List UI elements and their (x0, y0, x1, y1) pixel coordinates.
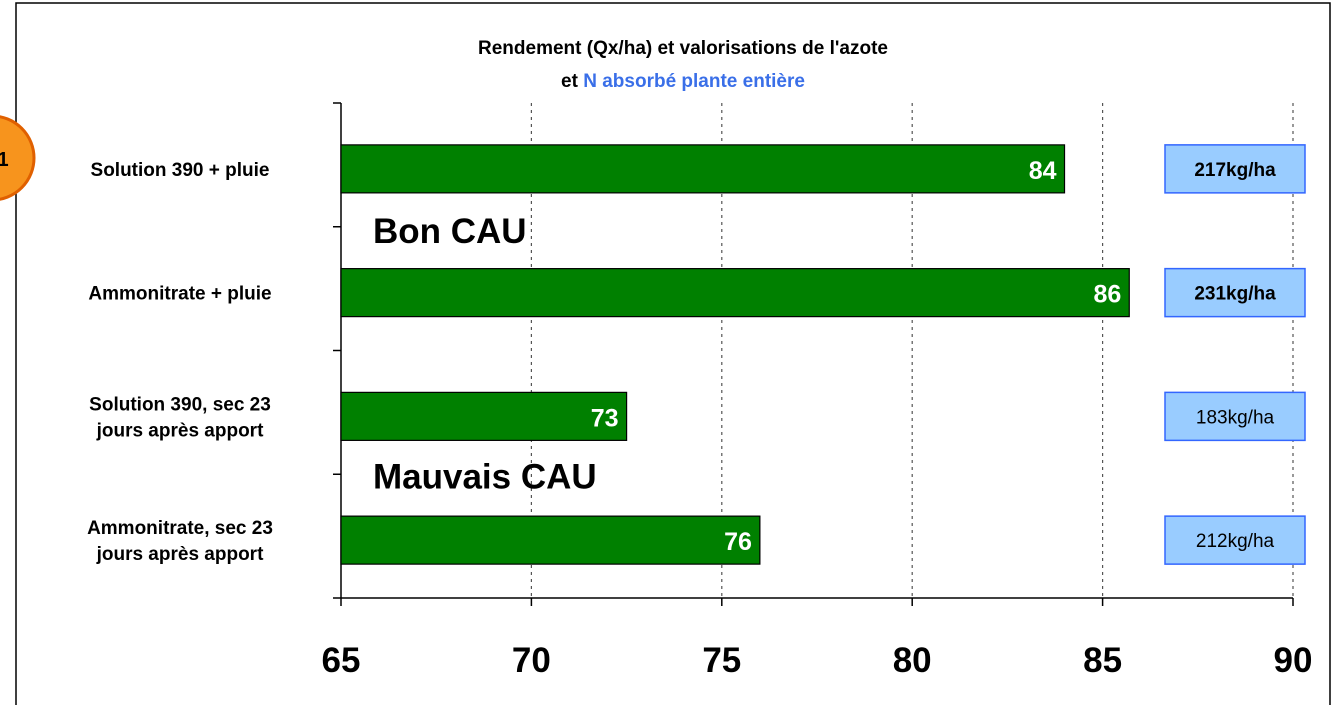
n-absorbed-box (1164, 515, 1306, 565)
n-absorbed-box (1164, 144, 1306, 194)
data-label: 86 (1093, 281, 1121, 309)
x-tick-label: 65 (322, 641, 361, 680)
chart-title: Rendement (Qx/ha) et valorisations de l'… (478, 38, 888, 59)
y-tick-label-line: Ammonitrate + pluie (88, 284, 271, 305)
y-tick-label: Ammonitrate, sec 23 jours après apport (87, 518, 273, 565)
subtitle-prefix: et (561, 71, 579, 92)
y-tick-label: Solution 390, sec 23 jours après apport (89, 394, 271, 441)
y-tick-label: Ammonitrate + pluie (88, 284, 271, 305)
x-tick-label: 75 (702, 641, 741, 680)
subtitle-highlight: N absorbé plante entière (583, 71, 805, 92)
page-marker: 1 (0, 149, 9, 171)
bar (340, 515, 761, 565)
bar (340, 268, 1130, 318)
y-tick-label: Solution 390 + pluie (91, 160, 270, 181)
bar (340, 391, 628, 441)
annotation: Bon CAU (373, 212, 527, 251)
x-tick-label: 90 (1274, 641, 1313, 680)
n-absorbed-label: 217kg/ha (1194, 160, 1276, 181)
n-absorbed-box (1164, 267, 1306, 318)
frame (15, 2, 1331, 705)
n-absorbed-label: 183kg/ha (1196, 407, 1275, 428)
x-tick-label: 70 (512, 641, 551, 680)
data-label: 73 (591, 404, 619, 432)
n-absorbed-label: 231kg/ha (1194, 284, 1276, 305)
y-tick-label-line: Solution 390 + pluie (91, 160, 270, 181)
annotation: Mauvais CAU (373, 457, 597, 496)
data-label: 84 (1029, 157, 1057, 185)
y-tick-label-line: jours après apport (96, 420, 264, 441)
x-tick-label: 80 (893, 641, 932, 680)
y-tick-label-line: Solution 390, sec 23 (89, 394, 271, 415)
n-absorbed-label: 212kg/ha (1196, 531, 1275, 552)
chart-subtitle: et N absorbé plante entière (561, 71, 805, 92)
data-label: 76 (724, 528, 752, 556)
page-marker-badge (0, 115, 36, 201)
y-tick-label-line: jours après apport (96, 544, 264, 565)
x-tick-label: 85 (1083, 641, 1122, 680)
bar (340, 144, 1066, 194)
n-absorbed-box (1164, 391, 1306, 442)
y-tick-label-line: Ammonitrate, sec 23 (87, 518, 273, 539)
